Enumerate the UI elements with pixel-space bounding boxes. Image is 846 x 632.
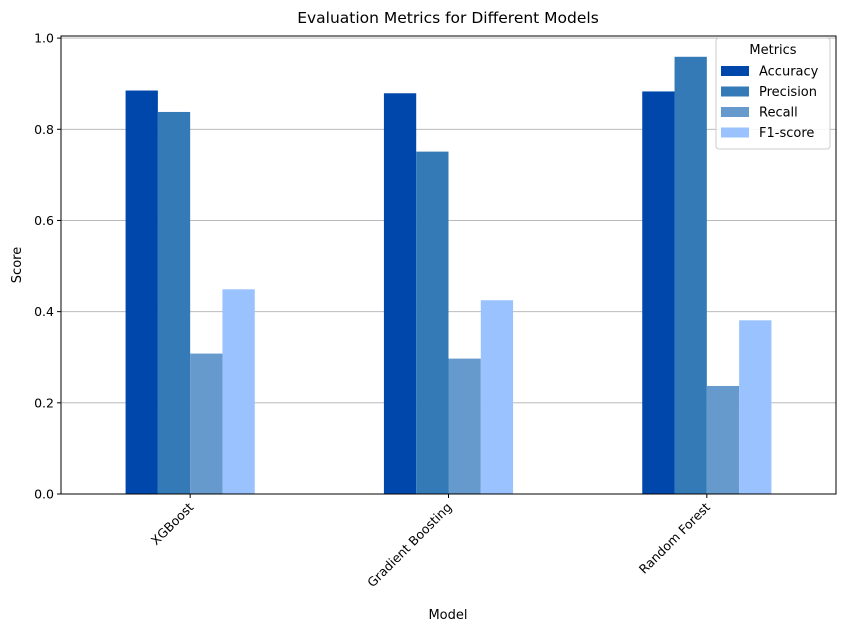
legend-swatch: [721, 107, 749, 117]
bars: [125, 56, 772, 495]
y-tick-label: 0.8: [34, 122, 54, 137]
y-tick-label: 0.0: [34, 487, 54, 502]
bar-f1-score: [739, 320, 772, 494]
legend-label: Precision: [759, 85, 817, 100]
y-tick-label: 0.4: [34, 304, 54, 319]
x-tick-label: Gradient Boosting: [364, 500, 455, 591]
bar-accuracy: [642, 91, 675, 495]
y-tick-label: 0.2: [34, 395, 54, 410]
legend-title: Metrics: [749, 43, 796, 58]
bar-accuracy: [125, 90, 158, 495]
legend-swatch: [721, 86, 749, 97]
legend-swatch: [721, 127, 749, 138]
legend: Metrics Accuracy Precision Recall F1-score: [715, 37, 831, 150]
legend-label: F1-score: [759, 126, 814, 141]
legend-label: Accuracy: [759, 65, 819, 80]
legend-box: [715, 37, 831, 150]
y-axis-ticks: 0.0 0.2 0.4 0.6 0.8 1.0: [34, 31, 61, 502]
bar-precision: [416, 151, 449, 495]
bar-recall: [190, 353, 223, 494]
x-tick-label: XGBoost: [148, 499, 197, 548]
x-axis-ticks: XGBoost Gradient Boosting Random Forest: [148, 494, 713, 590]
bar-recall: [706, 385, 740, 494]
bar-recall: [448, 358, 481, 494]
bar-precision: [157, 111, 191, 494]
bar-precision: [674, 56, 707, 494]
y-axis-title: Score: [10, 247, 25, 283]
y-tick-label: 0.6: [34, 213, 54, 228]
legend-swatch: [721, 66, 749, 76]
x-axis-title: Model: [428, 608, 467, 623]
bar-f1-score: [222, 289, 255, 494]
legend-label: Recall: [759, 106, 798, 121]
y-tick-label: 1.0: [34, 31, 54, 46]
chart-title: Evaluation Metrics for Different Models: [297, 9, 599, 27]
x-tick-label: Random Forest: [636, 499, 713, 576]
bar-f1-score: [480, 300, 514, 494]
bar-accuracy: [383, 93, 417, 494]
